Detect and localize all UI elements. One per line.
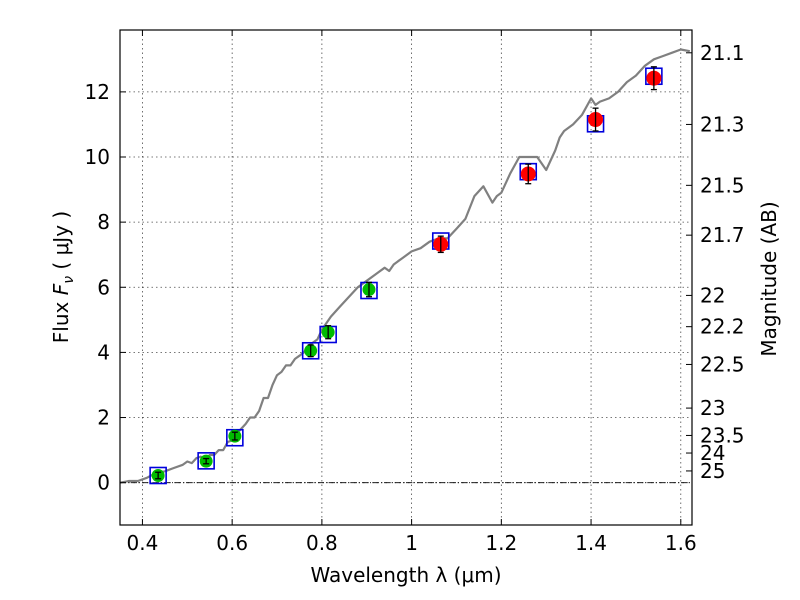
y2-tick-label: 25 xyxy=(700,459,725,483)
model-band-square xyxy=(149,466,167,485)
x-tick-label: 0.6 xyxy=(216,531,248,555)
y2-tick-label: 22.2 xyxy=(700,315,745,339)
y2-tick-label: 22 xyxy=(700,283,725,307)
grid xyxy=(120,30,692,525)
y-tick-label: 4 xyxy=(97,340,110,364)
y-tick-label: 12 xyxy=(85,80,110,104)
y-tick-label: 10 xyxy=(85,145,110,169)
y-tick-label: 6 xyxy=(97,275,110,299)
model-band-square xyxy=(301,341,320,360)
y2-tick-label: 24 xyxy=(700,441,725,465)
y2-tick-label: 21.3 xyxy=(700,112,745,136)
y2-tick-label: 23.5 xyxy=(700,423,745,447)
x-tick-label: 1.4 xyxy=(575,531,607,555)
y-tick-label: 8 xyxy=(97,210,110,234)
y2-tick-label: 23 xyxy=(700,396,725,420)
x-axis-label: Wavelength λ (μm) xyxy=(310,563,501,587)
model-band-square xyxy=(197,452,215,470)
x-tick-label: 1 xyxy=(405,531,418,555)
y-axis-label-suffix: ( μJy ) xyxy=(49,211,73,276)
plot-area xyxy=(119,48,691,485)
y2-tick-label: 22.5 xyxy=(700,352,745,376)
y-tick-label: 2 xyxy=(97,406,110,430)
axis-ticks: 0.4 0.6 0.8 1 1.2 1.4 1.602468101221.121.321.5… xyxy=(85,30,745,555)
y-axis-label-subscript: ν xyxy=(61,276,77,284)
x-tick-label: 0.8 xyxy=(306,531,338,555)
y-axis-label-prefix: Flux xyxy=(49,295,73,343)
y2-axis-label: Magnitude (AB) xyxy=(757,201,781,356)
y-axis-label-symbol: F xyxy=(49,283,73,295)
y-tick-label: 0 xyxy=(97,471,110,495)
x-tick-label: 1.2 xyxy=(485,531,517,555)
x-tick-label: 1.6 xyxy=(665,531,697,555)
y-axis-label: Flux Fν ( μJy ) xyxy=(49,211,77,343)
y2-tick-label: 21.1 xyxy=(700,41,745,65)
x-tick-label: 0.4 xyxy=(127,531,159,555)
y2-tick-label: 21.5 xyxy=(700,173,745,197)
axes-frame xyxy=(119,29,693,526)
y2-tick-label: 21.7 xyxy=(700,223,745,247)
